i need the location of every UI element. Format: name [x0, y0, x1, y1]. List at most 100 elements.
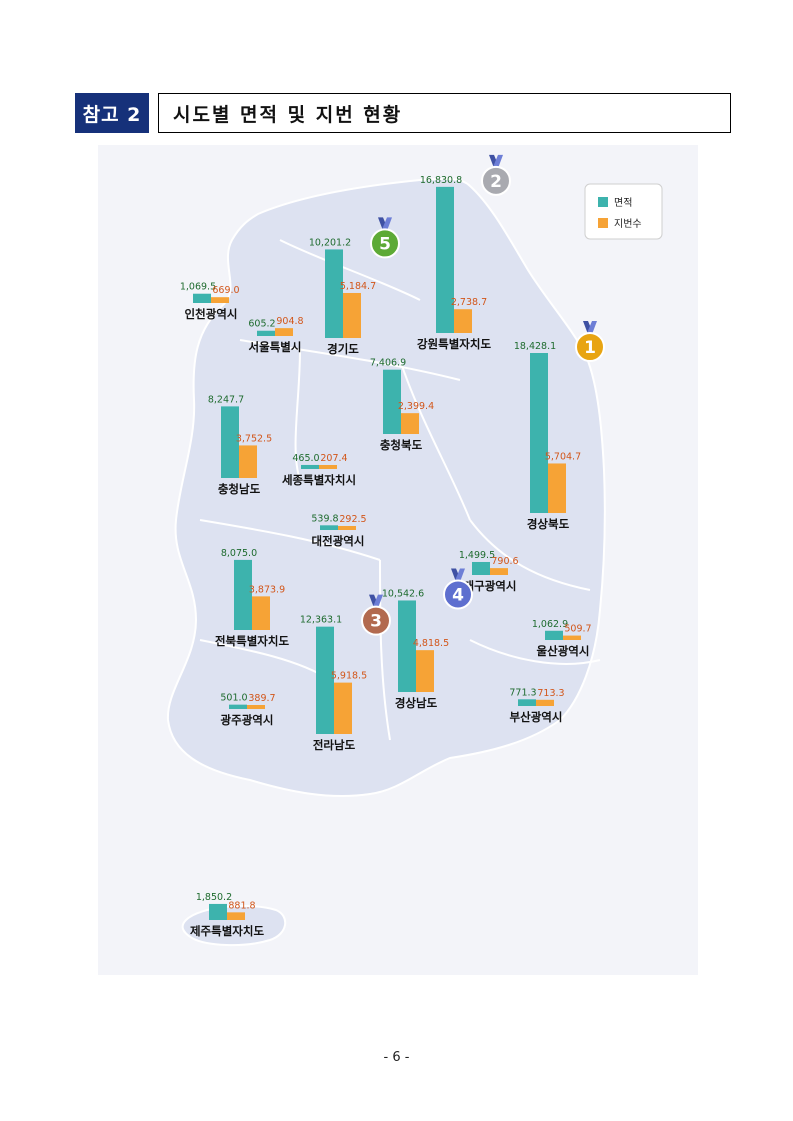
bar-lots: [247, 705, 265, 709]
region-label: 인천광역시: [185, 307, 238, 321]
value-label-area: 16,830.8: [420, 175, 462, 186]
value-label-area: 1,850.2: [196, 892, 232, 903]
value-label-lots: 2,738.7: [451, 297, 487, 308]
chart-bars: 16,830.8 2,738.7 강원특별자치도 2 10,201.2 5,184.7 경기…: [180, 154, 605, 938]
bar-lots: [563, 635, 581, 640]
bar-lots: [334, 682, 352, 734]
rank-medal-icon: 3: [361, 594, 391, 636]
bar-lots: [416, 650, 434, 692]
bar-area: [383, 369, 401, 434]
bar-area: [316, 626, 334, 734]
bar-area: [234, 559, 252, 630]
province-borders: [199, 239, 601, 741]
value-label-lots: 5,918.5: [331, 671, 367, 682]
bar-lots: [227, 912, 245, 920]
region-label: 세종특별자치시: [282, 473, 356, 487]
medal-disc: [443, 579, 473, 610]
bar-area: [257, 330, 275, 336]
bar-lots: [490, 568, 508, 575]
page-title: 시도별 면적 및 지번 현황: [158, 93, 731, 133]
rank-number: 3: [370, 612, 382, 632]
value-label-area: 605.2: [248, 319, 275, 330]
bar-area: [209, 903, 227, 920]
medal-disc: [361, 605, 391, 636]
bar-area: [530, 353, 548, 513]
bar-area: [472, 561, 490, 575]
region-group: 8,247.7 3,752.5 충청남도: [208, 394, 272, 496]
value-label-lots: 2,399.4: [398, 401, 434, 412]
value-label-lots: 904.8: [276, 316, 303, 327]
value-label-area: 771.3: [509, 687, 536, 698]
value-label-lots: 713.3: [537, 688, 564, 699]
value-label-area: 1,069.5: [180, 282, 216, 293]
value-label-area: 539.8: [311, 513, 338, 524]
jeju-island: [181, 904, 286, 947]
region-label: 전라남도: [313, 738, 356, 752]
value-label-area: 465.0: [292, 453, 319, 464]
bar-area: [229, 704, 247, 709]
value-label-area: 12,363.1: [300, 615, 342, 626]
region-label: 전북특별자치도: [215, 634, 289, 648]
region-group: 465.0 207.4 세종특별자치시: [282, 453, 356, 487]
value-label-lots: 3,873.9: [249, 584, 285, 595]
rank-number: 1: [584, 338, 596, 358]
bar-lots: [239, 445, 257, 478]
bar-lots: [252, 596, 270, 630]
legend-swatch-lots: [598, 218, 608, 228]
value-label-lots: 3,752.5: [236, 433, 272, 444]
region-label: 경상남도: [395, 696, 438, 710]
bar-area: [320, 525, 338, 530]
bar-lots: [319, 465, 337, 469]
medal-disc: [370, 228, 400, 259]
region-label: 광주광역시: [221, 713, 274, 727]
region-group: 539.8 292.5 대전광역시: [311, 513, 366, 548]
value-label-area: 8,247.7: [208, 394, 244, 405]
region-label: 충청남도: [218, 482, 261, 496]
region-group: 8,075.0 3,873.9 전북특별자치도: [215, 548, 289, 648]
page-number: - 6 -: [383, 1050, 410, 1065]
legend-swatch-area: [598, 197, 608, 207]
region-group: 7,406.9 2,399.4 충청북도: [370, 358, 434, 452]
region-group: 10,542.6 4,818.5 경상남도 4: [382, 568, 473, 710]
value-label-area: 1,499.5: [459, 550, 495, 561]
value-label-lots: 881.8: [228, 900, 255, 911]
value-label-area: 18,428.1: [514, 341, 556, 352]
bar-lots: [548, 463, 566, 513]
reference-badge: 참고 2: [75, 93, 149, 133]
legend-label-lots: 지번수: [614, 218, 642, 230]
bar-lots: [211, 297, 229, 303]
bar-lots: [343, 292, 361, 338]
value-label-area: 501.0: [220, 693, 247, 704]
bar-area: [325, 249, 343, 338]
region-label: 경기도: [327, 342, 359, 356]
legend-label-area: 면적: [614, 197, 632, 209]
bar-area: [301, 464, 319, 469]
region-group: 10,201.2 5,184.7 경기도 5: [309, 217, 400, 356]
region-group: 605.2 904.8 서울특별시: [248, 316, 303, 354]
value-label-lots: 389.7: [248, 693, 275, 704]
bar-lots: [275, 328, 293, 336]
value-label-lots: 790.6: [491, 556, 518, 567]
value-label-area: 10,201.2: [309, 237, 351, 248]
region-group: 501.0 389.7 광주광역시: [220, 693, 275, 727]
section-header: 참고 2 시도별 면적 및 지번 현황: [75, 93, 731, 133]
value-label-lots: 669.0: [212, 285, 239, 296]
bar-lots: [536, 699, 554, 706]
value-label-lots: 5,704.7: [545, 451, 581, 462]
rank-number: 2: [490, 172, 502, 192]
region-group: 12,363.1 5,918.5 전라남도 3: [300, 594, 391, 752]
value-label-lots: 207.4: [320, 453, 347, 464]
rank-medal-icon: 4: [443, 568, 473, 610]
region-label: 부산광역시: [510, 710, 563, 724]
value-label-lots: 292.5: [339, 514, 366, 525]
value-label-lots: 4,818.5: [413, 638, 449, 649]
bar-area: [398, 600, 416, 692]
region-label: 울산광역시: [537, 644, 590, 658]
region-label: 강원특별자치도: [417, 337, 491, 351]
region-group: 18,428.1 5,704.7 경상북도 1: [514, 321, 605, 531]
region-group: 16,830.8 2,738.7 강원특별자치도 2: [417, 154, 511, 351]
bar-area: [193, 293, 211, 303]
medal-disc: [481, 165, 511, 196]
value-label-lots: 5,184.7: [340, 281, 376, 292]
